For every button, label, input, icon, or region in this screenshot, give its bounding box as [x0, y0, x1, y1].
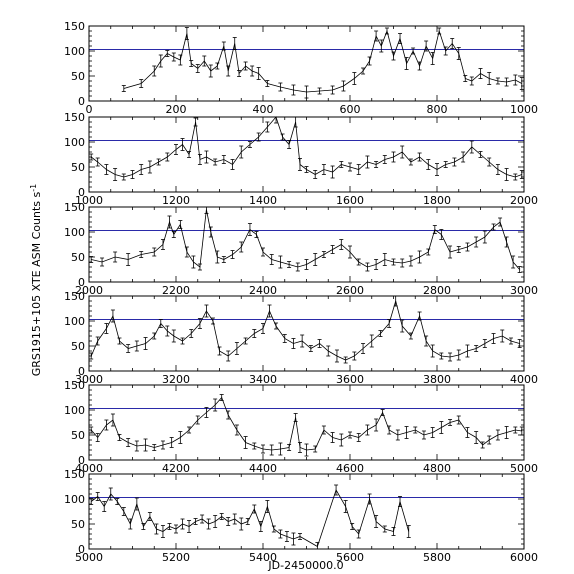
y-tick-label: 100: [64, 493, 85, 506]
panel-4: 0 50 100 150 3000 3200 3400 3600 3800 4000: [64, 290, 538, 386]
x-tick-label: 2200: [162, 284, 190, 297]
panel-3: 0 50 100 150 2000 2200 2400 2600 2800 3000: [64, 201, 538, 297]
light-curve-line: [90, 299, 520, 361]
light-curve-line: [90, 396, 522, 451]
light-curve-line: [90, 489, 410, 548]
x-tick-label: 1400: [249, 194, 277, 207]
y-tick-label: 50: [71, 340, 85, 353]
x-tick-label: 6000: [510, 551, 538, 564]
y-axis-label: GRS1915+105 XTE ASM Counts s-1: [29, 184, 43, 376]
y-tick-label: 100: [64, 226, 85, 239]
y-tick-label: 100: [64, 136, 85, 149]
x-tick-label: 4000: [510, 373, 538, 386]
y-axis-label-exponent: -1: [29, 184, 38, 192]
x-tick-label: 2800: [423, 284, 451, 297]
light-curve-line: [123, 29, 522, 93]
x-tick-label: 2000: [510, 194, 538, 207]
x-tick-label: 5000: [510, 462, 538, 475]
x-tick-label: 5400: [249, 551, 277, 564]
x-tick-label: 600: [340, 103, 361, 116]
y-tick-label: 150: [64, 111, 85, 124]
x-tick-label: 200: [166, 103, 187, 116]
x-tick-label: 1000: [75, 194, 103, 207]
x-tick-label: 800: [427, 103, 448, 116]
x-tick-label: 2000: [75, 284, 103, 297]
y-tick-label: 150: [64, 290, 85, 303]
y-tick-label: 50: [71, 429, 85, 442]
x-tick-label: 2400: [249, 284, 277, 297]
x-tick-label: 3000: [75, 373, 103, 386]
panel-6: 0 50 100 150 5000 5200 5400 5600 5800 6000: [64, 468, 538, 564]
x-tick-label: 5800: [423, 551, 451, 564]
x-tick-label: 3400: [249, 373, 277, 386]
y-tick-label: 0: [78, 454, 85, 467]
x-axis-label: JD-2450000.0: [267, 559, 343, 572]
y-tick-label: 150: [64, 379, 85, 392]
x-tick-label: 3200: [162, 373, 190, 386]
x-tick-label: 4200: [162, 462, 190, 475]
x-tick-label: 0: [86, 103, 93, 116]
x-tick-label: 5000: [75, 551, 103, 564]
x-tick-label: 1200: [162, 194, 190, 207]
y-tick-label: 100: [64, 45, 85, 58]
light-curve-line: [91, 209, 520, 270]
y-tick-label: 0: [78, 276, 85, 289]
y-tick-label: 100: [64, 404, 85, 417]
x-tick-label: 400: [253, 103, 274, 116]
x-tick-label: 4400: [249, 462, 277, 475]
y-tick-label: 50: [71, 161, 85, 174]
y-tick-label: 50: [71, 251, 85, 264]
x-tick-label: 4600: [336, 462, 364, 475]
light-curve-line: [90, 116, 522, 178]
x-tick-label: 3800: [423, 373, 451, 386]
panel-frame: [88, 206, 525, 283]
x-tick-label: 3000: [510, 284, 538, 297]
panel-5: 0 50 100 150 4000 4200 4400 4600 4800 5000: [64, 379, 538, 475]
x-tick-label: 4000: [75, 462, 103, 475]
x-tick-label: 1800: [423, 194, 451, 207]
y-tick-label: 0: [78, 186, 85, 199]
y-tick-label: 0: [78, 95, 85, 108]
y-tick-label: 50: [71, 70, 85, 83]
panel-2: 0 50 100 150 1000 1200 1400 1600 1800 2000: [64, 111, 538, 207]
y-tick-label: 0: [78, 543, 85, 556]
y-tick-label: 150: [64, 201, 85, 214]
x-tick-label: 5200: [162, 551, 190, 564]
x-tick-label: 1600: [336, 194, 364, 207]
x-tick-label: 1000: [510, 103, 538, 116]
panel-frame: [88, 473, 525, 550]
x-tick-label: 2600: [336, 284, 364, 297]
y-tick-label: 50: [71, 518, 85, 531]
panel-frame: [88, 116, 525, 193]
y-tick-label: 150: [64, 20, 85, 33]
y-tick-label: 150: [64, 468, 85, 481]
panel-1: 0 50 100 150 0 200 400 600 800 1000: [64, 20, 538, 116]
x-tick-label: 4800: [423, 462, 451, 475]
y-tick-label: 100: [64, 315, 85, 328]
y-tick-label: 0: [78, 365, 85, 378]
x-tick-label: 5600: [336, 551, 364, 564]
x-tick-label: 3600: [336, 373, 364, 386]
